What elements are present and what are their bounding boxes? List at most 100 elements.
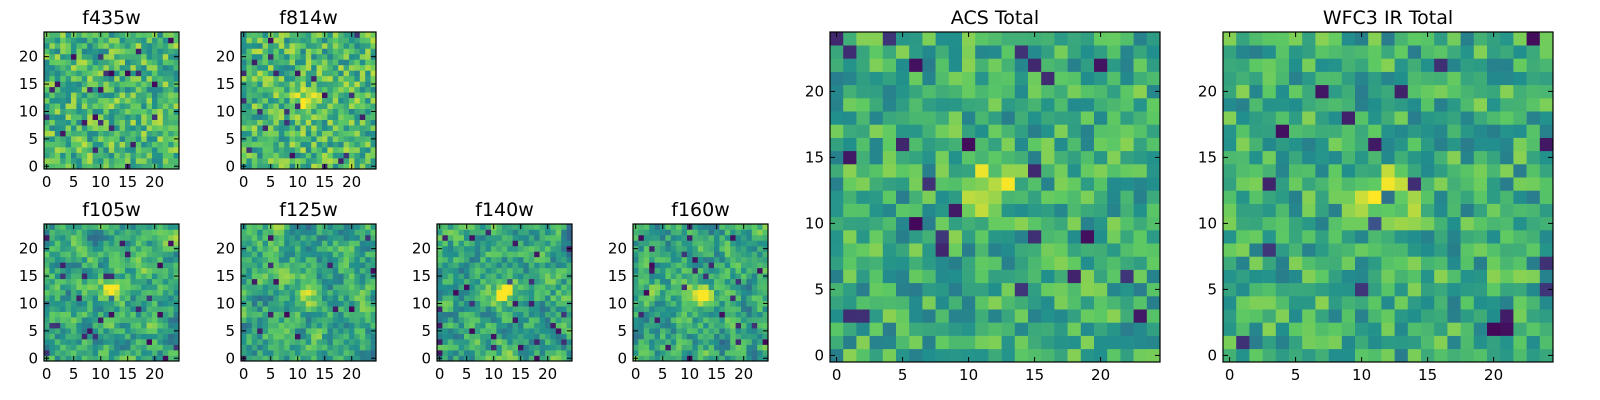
heatmap-cell bbox=[141, 240, 147, 247]
heatmap-cell bbox=[65, 125, 72, 131]
heatmap-cell bbox=[365, 278, 371, 285]
heatmap-cell bbox=[49, 147, 56, 153]
heatmap-cell bbox=[241, 152, 247, 159]
heatmap-cell bbox=[135, 245, 142, 252]
heatmap-cell bbox=[975, 137, 989, 152]
heatmap-cell bbox=[332, 42, 339, 49]
heatmap-cell bbox=[665, 284, 672, 291]
heatmap-cell bbox=[135, 152, 142, 159]
heatmap-cell bbox=[322, 229, 328, 236]
heatmap-cell bbox=[108, 152, 115, 159]
heatmap-cell bbox=[735, 350, 742, 356]
heatmap-cell bbox=[757, 289, 763, 296]
heatmap-cell bbox=[289, 42, 296, 49]
heatmap-cell bbox=[327, 256, 334, 263]
heatmap-cell bbox=[665, 234, 672, 241]
heatmap-cell bbox=[480, 322, 486, 329]
heatmap-cell bbox=[518, 306, 524, 312]
heatmap-cell bbox=[173, 59, 180, 66]
heatmap-cell bbox=[278, 119, 285, 126]
heatmap-cell bbox=[1262, 164, 1277, 178]
heatmap-cell bbox=[103, 333, 110, 340]
heatmap-cell bbox=[988, 71, 1002, 86]
heatmap-cell bbox=[1080, 150, 1095, 165]
heatmap-cell bbox=[534, 295, 540, 302]
heatmap-cell bbox=[507, 267, 513, 274]
heatmap-cell bbox=[1421, 256, 1435, 270]
heatmap-cell bbox=[1067, 296, 1082, 310]
heatmap-cell bbox=[257, 37, 263, 44]
heatmap-cell bbox=[757, 251, 763, 258]
heatmap-cell bbox=[125, 306, 131, 312]
heatmap-cell bbox=[1275, 150, 1290, 165]
heatmap-cell bbox=[869, 111, 884, 125]
heatmap-cell bbox=[714, 240, 720, 247]
heatmap-cell bbox=[168, 70, 174, 77]
heatmap-cell bbox=[44, 284, 50, 291]
heatmap-cell bbox=[692, 311, 699, 318]
heatmap-cell bbox=[98, 114, 104, 120]
heatmap-cell bbox=[638, 317, 645, 323]
heatmap-cell bbox=[643, 240, 650, 247]
heatmap-cell bbox=[534, 278, 540, 285]
heatmap-cell bbox=[1473, 309, 1488, 323]
heatmap-cell bbox=[354, 295, 361, 302]
heatmap-cell bbox=[354, 48, 361, 55]
heatmap-cell bbox=[1107, 84, 1121, 99]
heatmap-cell bbox=[332, 350, 339, 356]
heatmap-cell bbox=[87, 256, 93, 263]
heatmap-cell bbox=[311, 147, 317, 153]
heatmap-cell bbox=[354, 32, 361, 38]
heatmap-cell bbox=[87, 130, 93, 137]
heatmap-cell bbox=[114, 300, 120, 307]
heatmap-cell bbox=[550, 251, 557, 258]
heatmap-cell bbox=[103, 48, 110, 55]
heatmap-cell bbox=[300, 114, 307, 120]
heatmap-cell bbox=[856, 137, 870, 152]
heatmap-cell bbox=[649, 322, 655, 329]
heatmap-cell bbox=[54, 64, 61, 71]
heatmap-cell bbox=[305, 125, 312, 131]
heatmap-cell bbox=[300, 256, 307, 263]
heatmap-cell bbox=[988, 335, 1002, 350]
heatmap-cell bbox=[687, 339, 693, 345]
heatmap-cell bbox=[1355, 269, 1369, 284]
heatmap-cell bbox=[670, 224, 677, 230]
heatmap-cell bbox=[566, 289, 573, 296]
heatmap-cell bbox=[730, 284, 736, 291]
heatmap-cell bbox=[327, 64, 334, 71]
heatmap-cell bbox=[168, 273, 174, 280]
heatmap-cell bbox=[289, 229, 296, 236]
heatmap-cell bbox=[354, 92, 361, 99]
heatmap-cell bbox=[103, 147, 110, 153]
heatmap-cell bbox=[332, 224, 339, 230]
heatmap-cell bbox=[246, 333, 253, 340]
heatmap-cell bbox=[262, 278, 269, 285]
heatmap-cell bbox=[262, 64, 269, 71]
heatmap-cell bbox=[81, 81, 88, 88]
heatmap-cell bbox=[49, 42, 56, 49]
heatmap-cell bbox=[1133, 84, 1148, 99]
heatmap-cell bbox=[262, 147, 269, 153]
heatmap-cell bbox=[241, 234, 247, 241]
heatmap-cell bbox=[65, 64, 72, 71]
heatmap-cell bbox=[251, 289, 258, 296]
heatmap-cell bbox=[561, 284, 567, 291]
heatmap-cell bbox=[1067, 124, 1082, 138]
heatmap-cell bbox=[1054, 45, 1068, 59]
heatmap-cell bbox=[714, 273, 720, 280]
heatmap-cell bbox=[708, 300, 715, 307]
heatmap-cell bbox=[262, 48, 269, 55]
heatmap-cell bbox=[474, 322, 481, 329]
heatmap-cell bbox=[162, 350, 169, 356]
heatmap-cell bbox=[65, 339, 72, 345]
heatmap-cell bbox=[241, 125, 247, 131]
heatmap-cell bbox=[633, 306, 639, 312]
heatmap-cell bbox=[114, 355, 120, 362]
heatmap-cell bbox=[370, 234, 377, 241]
heatmap-cell bbox=[157, 234, 164, 241]
heatmap-cell bbox=[507, 311, 513, 318]
heatmap-cell bbox=[81, 245, 88, 252]
heatmap-cell bbox=[1236, 256, 1250, 270]
heatmap-cell bbox=[246, 125, 253, 131]
